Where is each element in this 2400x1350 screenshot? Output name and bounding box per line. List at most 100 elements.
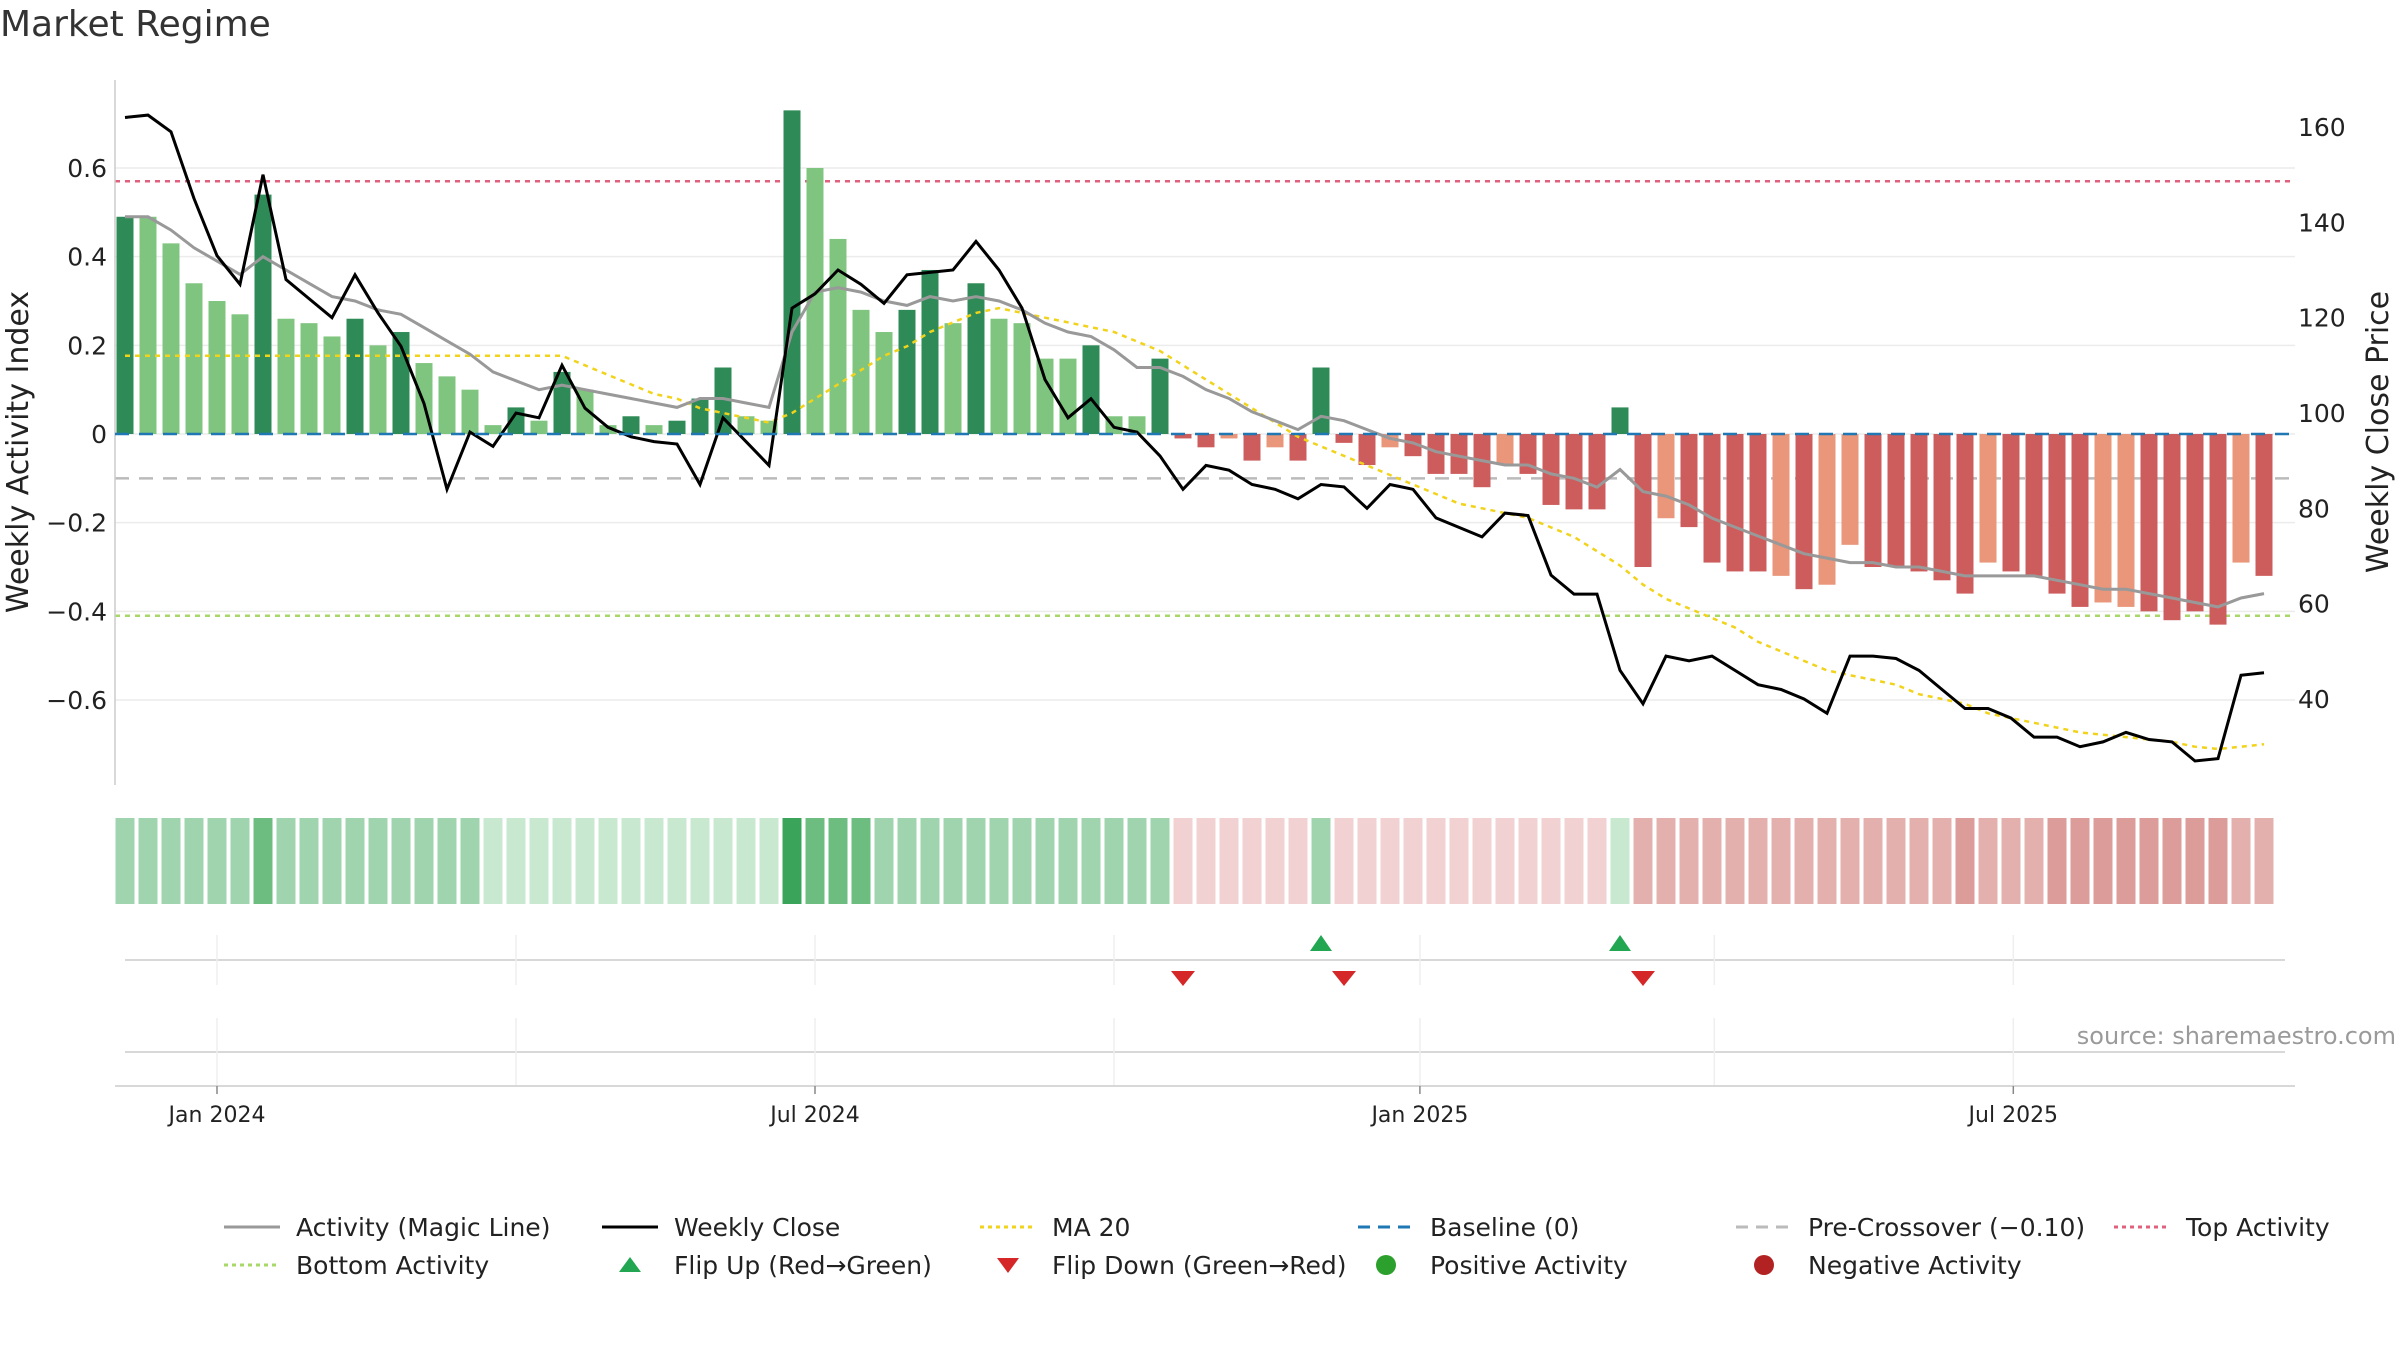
strip-cell xyxy=(184,818,204,904)
activity-bar xyxy=(1243,434,1261,461)
strip-cell xyxy=(713,818,733,904)
axes: 0.6 0.4 0.2 0 −0.2 −0.4 −0.6 160 140 120 100 80 60 40 xyxy=(46,80,2346,785)
legend-label: Flip Down (Green→Red) xyxy=(1052,1250,1347,1280)
ma20-line xyxy=(125,306,2265,751)
activity-bar xyxy=(1289,434,1307,461)
strip-cell xyxy=(1633,818,1653,904)
strip-cell xyxy=(782,818,802,904)
strip-cell xyxy=(1909,818,1929,904)
x-tick-label: Jan 2025 xyxy=(1369,1103,1468,1128)
flip-down-marker xyxy=(1171,971,1195,986)
activity-bar xyxy=(1496,434,1514,466)
activity-bar xyxy=(254,194,272,434)
activity-bar xyxy=(1013,323,1031,434)
strip-cell xyxy=(1265,818,1285,904)
strip-cell xyxy=(1725,818,1745,904)
strip-cell xyxy=(2139,818,2159,904)
legend: Activity (Magic Line) Weekly Close MA 20 Ba… xyxy=(0,1210,2400,1310)
strip-cell xyxy=(1219,818,1239,904)
strip-cell xyxy=(2231,818,2251,904)
activity-bar xyxy=(139,216,157,434)
strip-cell xyxy=(1955,818,1975,904)
strip-cell xyxy=(2208,818,2228,904)
flip-markers-panel xyxy=(125,935,2285,1085)
activity-bar xyxy=(737,416,755,434)
strip-cell xyxy=(322,818,342,904)
activity-bar xyxy=(208,301,226,434)
strip-cell xyxy=(1150,818,1170,904)
activity-bar xyxy=(1174,434,1192,439)
activity-bar xyxy=(300,323,318,434)
strip-cell xyxy=(460,818,480,904)
strip-cell xyxy=(1587,818,1607,904)
strip-cell xyxy=(1564,818,1584,904)
strip-cell xyxy=(299,818,319,904)
activity-bar xyxy=(231,314,249,434)
y-tick-label: 0 xyxy=(91,420,107,449)
activity-bar xyxy=(2163,434,2181,621)
strip-cell xyxy=(1702,818,1722,904)
activity-bar xyxy=(1036,358,1054,434)
activity-bar xyxy=(829,238,847,434)
activity-bar xyxy=(2186,434,2204,612)
x-tick-label: Jan 2024 xyxy=(167,1103,266,1128)
strip-cell xyxy=(874,818,894,904)
legend-swatch xyxy=(980,1225,1036,1229)
strip-cell xyxy=(805,818,825,904)
magic-line xyxy=(125,215,2265,609)
strip-cell xyxy=(1357,818,1377,904)
x-axis: Jan 2024 Jul 2024 Jan 2025 Jul 2025 xyxy=(115,1085,2295,1128)
legend-label: Bottom Activity xyxy=(296,1250,490,1280)
strip-cell xyxy=(345,818,365,904)
legend-item: Flip Down (Green→Red) xyxy=(978,1248,1347,1282)
strip-cell xyxy=(1334,818,1354,904)
strip-cell xyxy=(1196,818,1216,904)
legend-label: MA 20 xyxy=(1052,1212,1131,1242)
activity-bar xyxy=(277,318,295,434)
activity-bar xyxy=(1358,434,1376,466)
activity-bar xyxy=(1565,434,1583,510)
activity-bar xyxy=(921,269,939,434)
strip-cell xyxy=(391,818,411,904)
strip-cell xyxy=(1012,818,1032,904)
strip-cell xyxy=(2185,818,2205,904)
strip-cell xyxy=(851,818,871,904)
activity-bar xyxy=(1450,434,1468,474)
strip-cell xyxy=(2254,818,2274,904)
activity-bar xyxy=(1979,434,1997,563)
activity-bar xyxy=(1427,434,1445,474)
y-tick-label: 0.6 xyxy=(67,154,107,183)
strip-cell xyxy=(1426,818,1446,904)
strip-cell xyxy=(897,818,917,904)
legend-item: Top Activity xyxy=(2112,1210,2330,1244)
reference-lines xyxy=(115,180,2295,618)
activity-bar xyxy=(2002,434,2020,572)
strip-cell xyxy=(1518,818,1538,904)
strip-cell xyxy=(644,818,664,904)
x-tick-label: Jul 2025 xyxy=(1967,1103,2059,1128)
strip-cell xyxy=(483,818,503,904)
activity-bar xyxy=(622,416,640,434)
strip-cell xyxy=(1541,818,1561,904)
activity-bar xyxy=(1749,434,1767,572)
y-axis-label: Weekly Activity Index xyxy=(1,291,36,613)
legend-item: Flip Up (Red→Green) xyxy=(600,1248,932,1282)
y-tick-label: 0.4 xyxy=(67,243,107,272)
source-credit: source: sharemaestro.com xyxy=(2076,1022,2396,1050)
strip-cell xyxy=(1794,818,1814,904)
activity-bar xyxy=(185,283,203,434)
strip-cell xyxy=(736,818,756,904)
strip-cell xyxy=(575,818,595,904)
strip-cell xyxy=(1380,818,1400,904)
strip-cell xyxy=(1863,818,1883,904)
y2-tick-label: 160 xyxy=(2298,113,2346,142)
strip-cell xyxy=(437,818,457,904)
activity-bar xyxy=(1795,434,1813,590)
strip-cell xyxy=(1242,818,1262,904)
strip-cell xyxy=(230,818,250,904)
legend-swatch xyxy=(1376,1255,1396,1275)
strip-cell xyxy=(368,818,388,904)
activity-bar xyxy=(1887,434,1905,567)
legend-label: Baseline (0) xyxy=(1430,1212,1580,1242)
flip-down-marker xyxy=(1332,971,1356,986)
